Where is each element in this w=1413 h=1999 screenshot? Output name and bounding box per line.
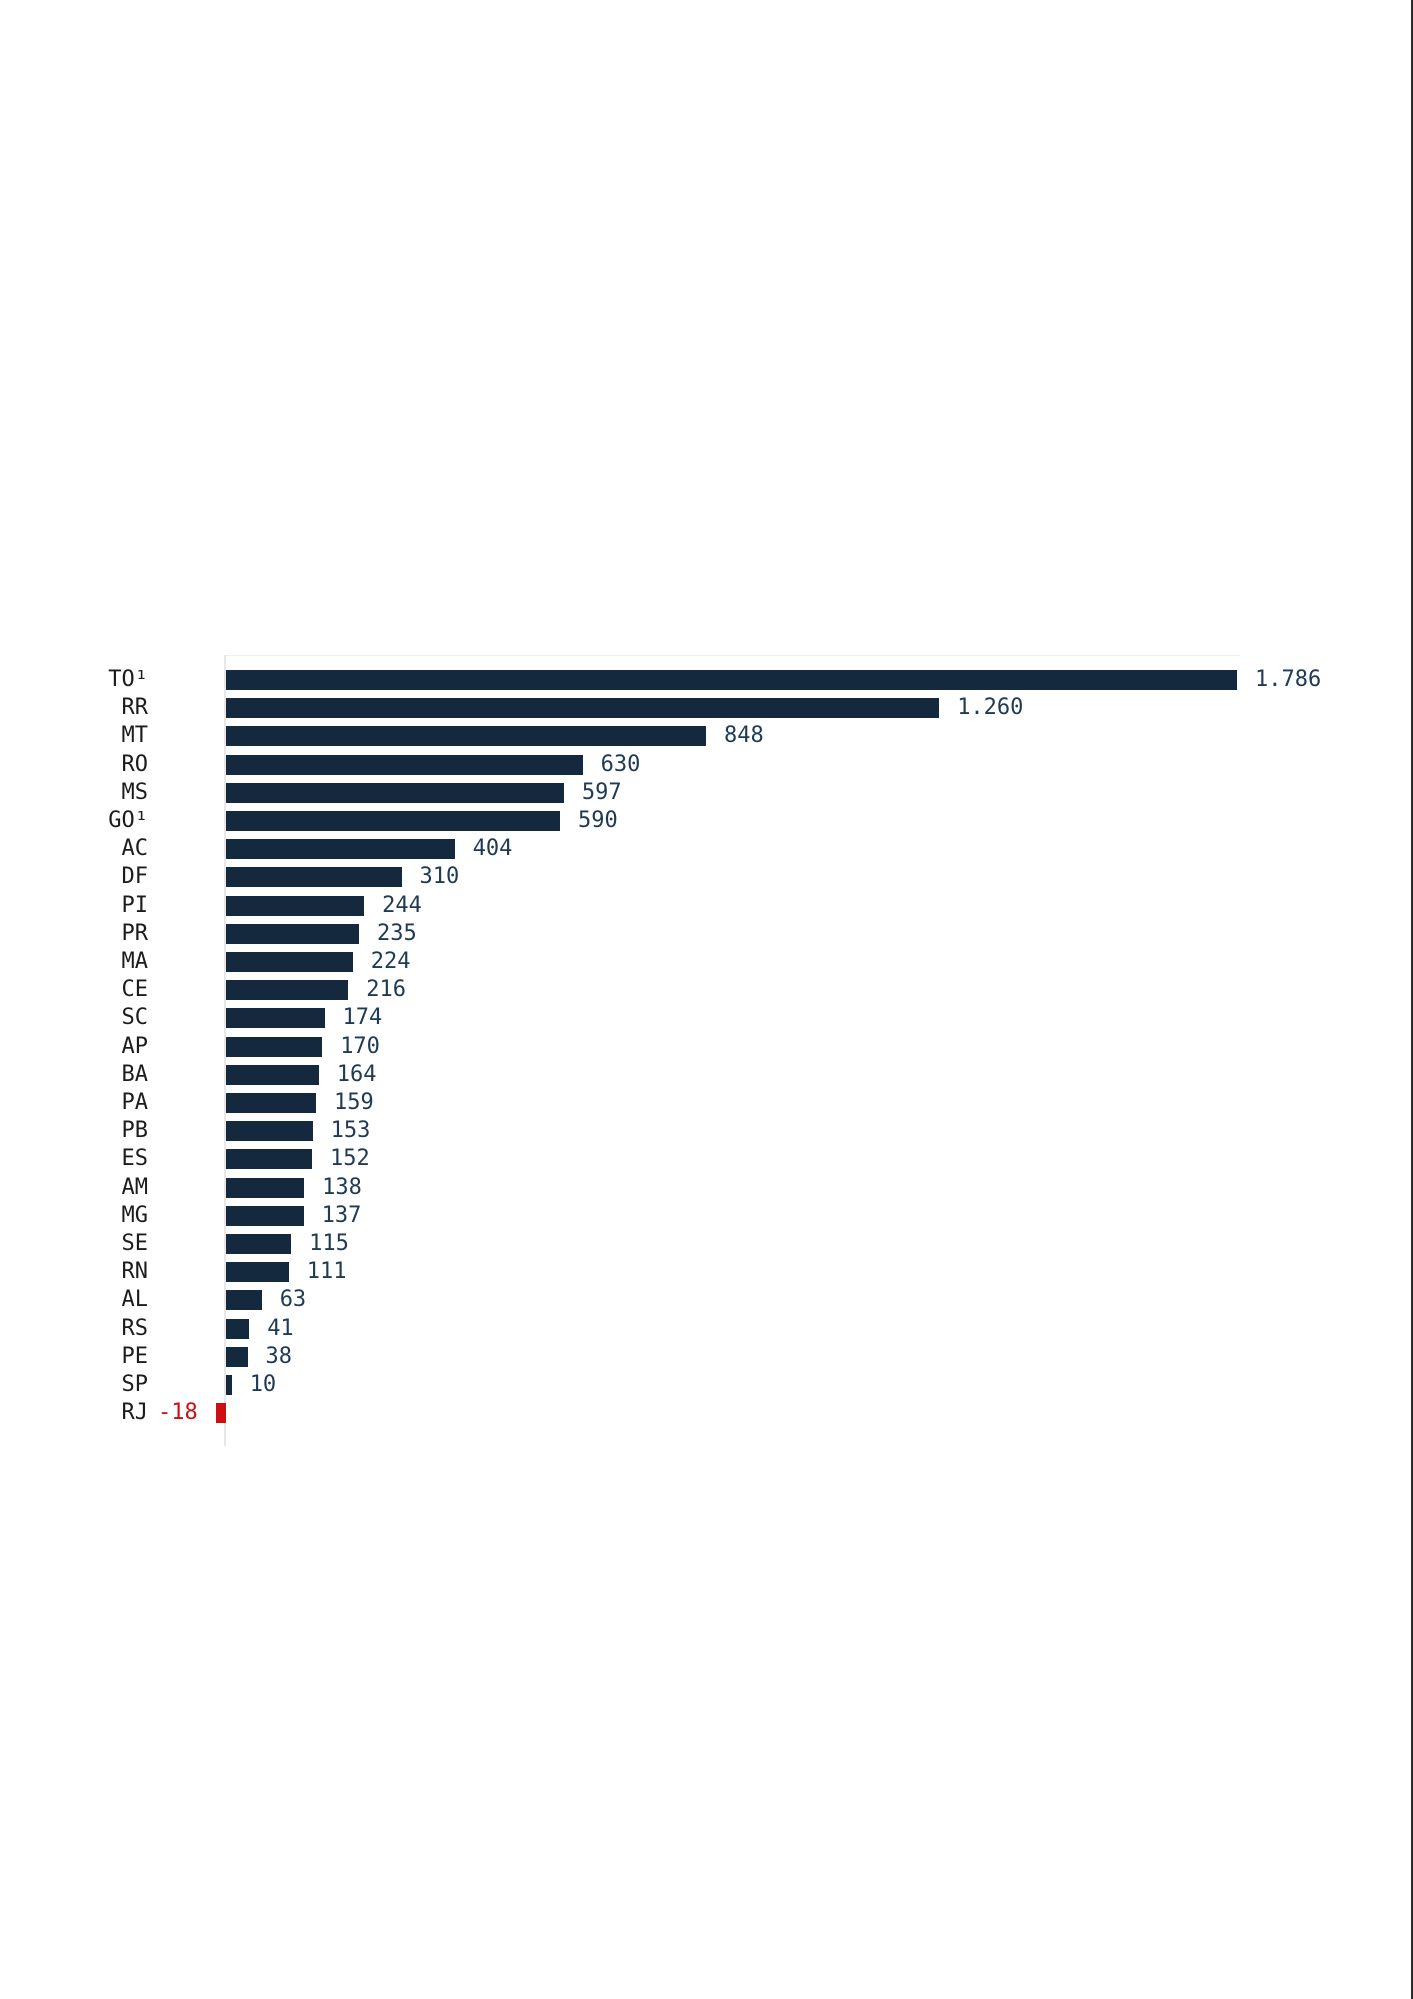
- category-label: AP: [121, 1033, 149, 1059]
- value-label: 404: [472, 836, 513, 862]
- value-label: 159: [334, 1089, 374, 1115]
- value-label: 630: [600, 751, 641, 777]
- bar: [226, 726, 706, 747]
- value-label: 153: [330, 1118, 371, 1144]
- value-label: 216: [366, 977, 407, 1003]
- bar: [226, 811, 560, 831]
- value-label: 137: [321, 1202, 362, 1228]
- value-label: 10: [249, 1371, 277, 1397]
- bar: [226, 670, 1237, 690]
- value-label: 38: [265, 1343, 293, 1369]
- value-label: 848: [724, 723, 764, 749]
- value-label: 170: [340, 1033, 380, 1059]
- value-label: -18: [158, 1400, 198, 1426]
- value-label: 174: [342, 1005, 383, 1031]
- category-label: RJ: [121, 1400, 149, 1426]
- category-label: RN: [121, 1259, 149, 1285]
- category-label: RS: [121, 1315, 149, 1341]
- value-label: 164: [336, 1061, 377, 1087]
- bar: [226, 867, 402, 888]
- value-label: 1.786: [1255, 666, 1322, 692]
- category-label: SE: [121, 1230, 149, 1256]
- bar: [226, 1234, 292, 1254]
- value-label: 41: [267, 1315, 294, 1341]
- category-label: SP: [121, 1371, 149, 1397]
- value-label: 597: [581, 779, 622, 805]
- category-label: CE: [121, 977, 149, 1003]
- category-label: PB: [121, 1118, 149, 1144]
- bar: [226, 952, 353, 972]
- value-label: 224: [370, 948, 411, 974]
- bar: [226, 1177, 305, 1198]
- bar: [226, 1262, 289, 1283]
- category-label: AM: [121, 1174, 149, 1200]
- plot-top-gridline: [226, 655, 1240, 656]
- category-label: MS: [121, 779, 149, 805]
- value-label: 244: [382, 892, 422, 918]
- category-label: ES: [121, 1146, 149, 1172]
- category-label: PA: [121, 1089, 149, 1115]
- value-label: 111: [306, 1259, 347, 1285]
- value-label: 310: [419, 864, 460, 890]
- category-label: AC: [121, 836, 149, 862]
- bar: [226, 923, 359, 944]
- value-label: 1.260: [957, 695, 1024, 721]
- category-label: PI: [121, 892, 149, 918]
- category-label: TO¹: [108, 666, 148, 692]
- bar: [226, 1290, 262, 1311]
- bar-negative: [215, 1403, 226, 1424]
- value-label: 152: [330, 1146, 370, 1172]
- category-label: BA: [121, 1061, 149, 1087]
- value-label: 63: [279, 1287, 307, 1313]
- category-label: DF: [121, 864, 149, 890]
- bar: [226, 754, 583, 775]
- screenshot-right-border: [1411, 0, 1413, 1999]
- bar: [226, 698, 940, 719]
- bar: [226, 1064, 319, 1085]
- value-label: 138: [322, 1174, 362, 1200]
- bar: [226, 782, 564, 803]
- category-label: MG: [121, 1202, 149, 1228]
- bar: [226, 1008, 325, 1029]
- value-label: 115: [309, 1230, 349, 1256]
- value-label: 590: [578, 807, 618, 833]
- value-label: 235: [377, 920, 417, 946]
- y-axis-baseline: [224, 655, 226, 1447]
- category-label: MT: [121, 723, 149, 749]
- bar: [226, 1121, 313, 1142]
- bar: [226, 1036, 323, 1057]
- category-label: PE: [121, 1343, 149, 1369]
- category-label: PR: [121, 920, 149, 946]
- bar: [226, 1205, 304, 1226]
- bar: [226, 1093, 316, 1113]
- category-label: RR: [121, 695, 149, 721]
- bar: [226, 1346, 248, 1367]
- category-label: SC: [121, 1005, 149, 1031]
- category-label: RO: [121, 751, 149, 777]
- bar: [226, 1318, 250, 1339]
- bar: [226, 839, 455, 860]
- bar: [226, 1375, 232, 1395]
- bar: [226, 980, 349, 1001]
- category-label: AL: [121, 1287, 149, 1313]
- category-label: MA: [121, 948, 149, 974]
- bar: [226, 895, 365, 916]
- category-label: GO¹: [108, 807, 148, 833]
- bar: [226, 1149, 312, 1170]
